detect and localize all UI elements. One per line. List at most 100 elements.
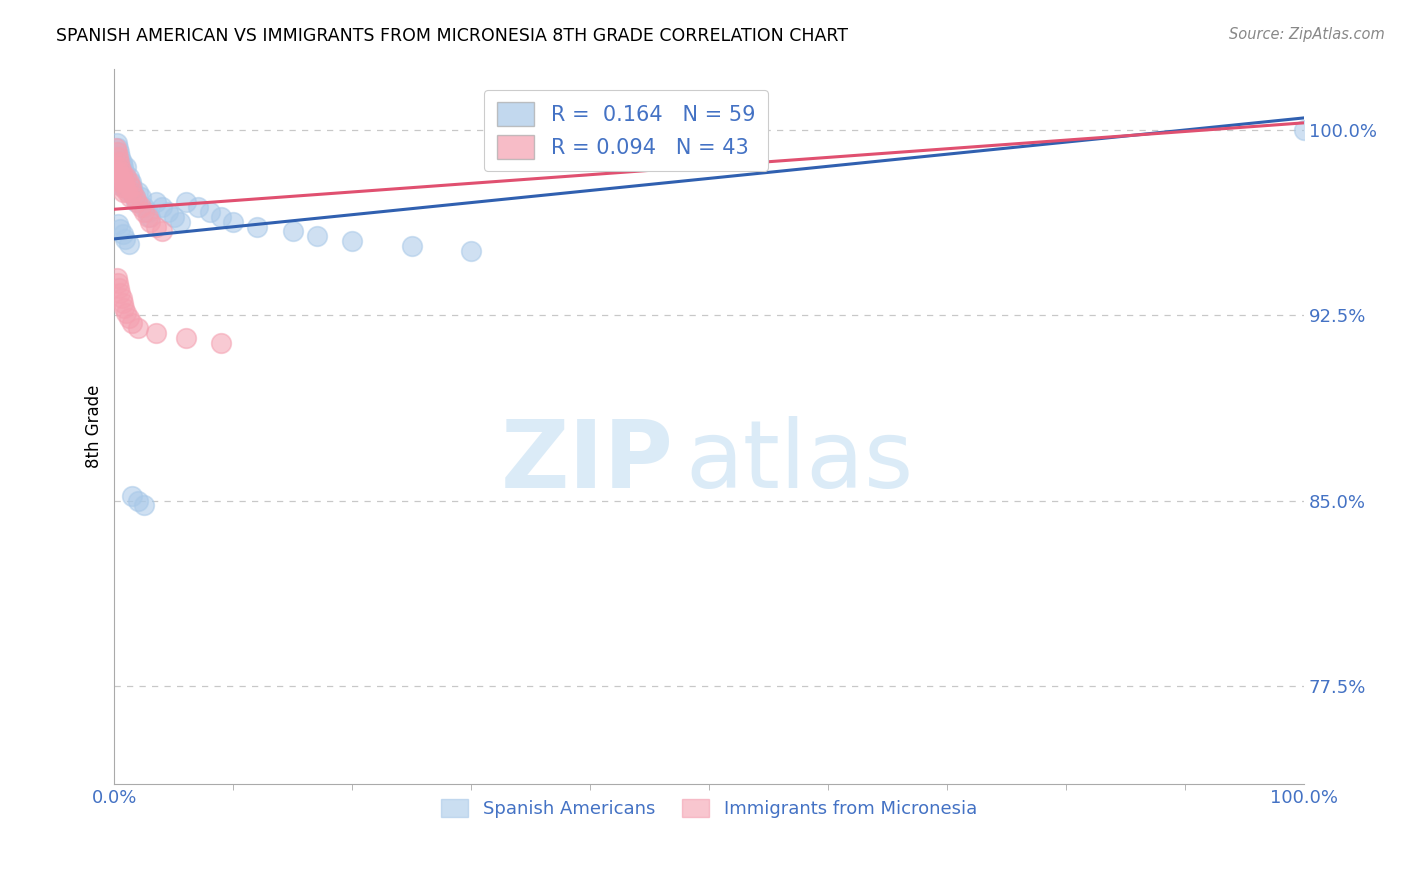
- Point: [115, 175, 138, 189]
- Point: [145, 219, 167, 234]
- Point: [112, 301, 135, 315]
- Point: [129, 190, 152, 204]
- Point: [127, 185, 149, 199]
- Y-axis label: 8th Grade: 8th Grade: [86, 384, 103, 468]
- Point: [121, 489, 143, 503]
- Point: [118, 185, 141, 199]
- Point: [115, 306, 138, 320]
- Point: [104, 140, 127, 154]
- Point: [145, 194, 167, 209]
- Point: [125, 194, 148, 209]
- Text: SPANISH AMERICAN VS IMMIGRANTS FROM MICRONESIA 8TH GRADE CORRELATION CHART: SPANISH AMERICAN VS IMMIGRANTS FROM MICR…: [56, 27, 848, 45]
- Point: [105, 136, 128, 150]
- Point: [105, 161, 128, 175]
- Point: [118, 175, 141, 189]
- Point: [124, 190, 146, 204]
- Point: [401, 239, 423, 253]
- Point: [108, 161, 131, 175]
- Point: [110, 155, 132, 169]
- Point: [112, 165, 135, 179]
- Point: [134, 204, 156, 219]
- Point: [145, 326, 167, 340]
- Point: [107, 277, 129, 291]
- Point: [111, 170, 134, 185]
- Point: [136, 204, 159, 219]
- Point: [139, 210, 162, 224]
- Point: [111, 227, 134, 241]
- Point: [110, 222, 132, 236]
- Point: [1294, 123, 1316, 137]
- Text: ZIP: ZIP: [501, 417, 673, 508]
- Point: [305, 229, 328, 244]
- Point: [211, 335, 233, 350]
- Point: [118, 310, 141, 325]
- Text: atlas: atlas: [686, 417, 914, 508]
- Point: [127, 320, 149, 334]
- Point: [125, 194, 148, 209]
- Point: [118, 170, 141, 185]
- Point: [108, 175, 131, 189]
- Point: [108, 281, 131, 295]
- Point: [246, 219, 269, 234]
- Point: [163, 210, 186, 224]
- Point: [118, 236, 141, 251]
- Point: [107, 168, 129, 182]
- Point: [129, 200, 152, 214]
- Point: [110, 170, 132, 185]
- Point: [115, 161, 138, 175]
- Point: [211, 210, 233, 224]
- Point: [121, 185, 143, 199]
- Point: [187, 200, 209, 214]
- Point: [120, 180, 142, 194]
- Point: [117, 180, 139, 194]
- Point: [118, 190, 141, 204]
- Point: [110, 180, 132, 194]
- Point: [150, 200, 173, 214]
- Point: [107, 165, 129, 179]
- Point: [281, 224, 304, 238]
- Point: [111, 296, 134, 310]
- Point: [174, 330, 197, 344]
- Point: [104, 148, 127, 162]
- Point: [115, 170, 138, 185]
- Point: [342, 235, 364, 249]
- Legend: Spanish Americans, Immigrants from Micronesia: Spanish Americans, Immigrants from Micro…: [434, 792, 984, 825]
- Point: [108, 155, 131, 169]
- Point: [107, 150, 129, 164]
- Point: [121, 316, 143, 330]
- Point: [110, 286, 132, 301]
- Point: [198, 204, 221, 219]
- Point: [127, 493, 149, 508]
- Point: [120, 175, 142, 189]
- Point: [150, 224, 173, 238]
- Point: [134, 200, 156, 214]
- Point: [112, 175, 135, 189]
- Point: [114, 170, 136, 185]
- Point: [169, 214, 191, 228]
- Point: [111, 161, 134, 175]
- Point: [112, 180, 135, 194]
- Point: [105, 271, 128, 285]
- Point: [110, 150, 132, 164]
- Point: [136, 210, 159, 224]
- Point: [222, 214, 245, 228]
- Point: [121, 180, 143, 194]
- Point: [111, 185, 134, 199]
- Point: [110, 165, 132, 179]
- Point: [124, 190, 146, 204]
- Point: [105, 145, 128, 160]
- Point: [110, 161, 132, 175]
- Point: [460, 244, 482, 259]
- Text: Source: ZipAtlas.com: Source: ZipAtlas.com: [1229, 27, 1385, 42]
- Point: [105, 153, 128, 167]
- Point: [156, 204, 179, 219]
- Point: [117, 185, 139, 199]
- Point: [111, 175, 134, 189]
- Point: [110, 291, 132, 305]
- Point: [122, 185, 145, 199]
- Point: [174, 194, 197, 209]
- Point: [114, 180, 136, 194]
- Point: [110, 178, 132, 192]
- Point: [108, 170, 131, 185]
- Point: [139, 214, 162, 228]
